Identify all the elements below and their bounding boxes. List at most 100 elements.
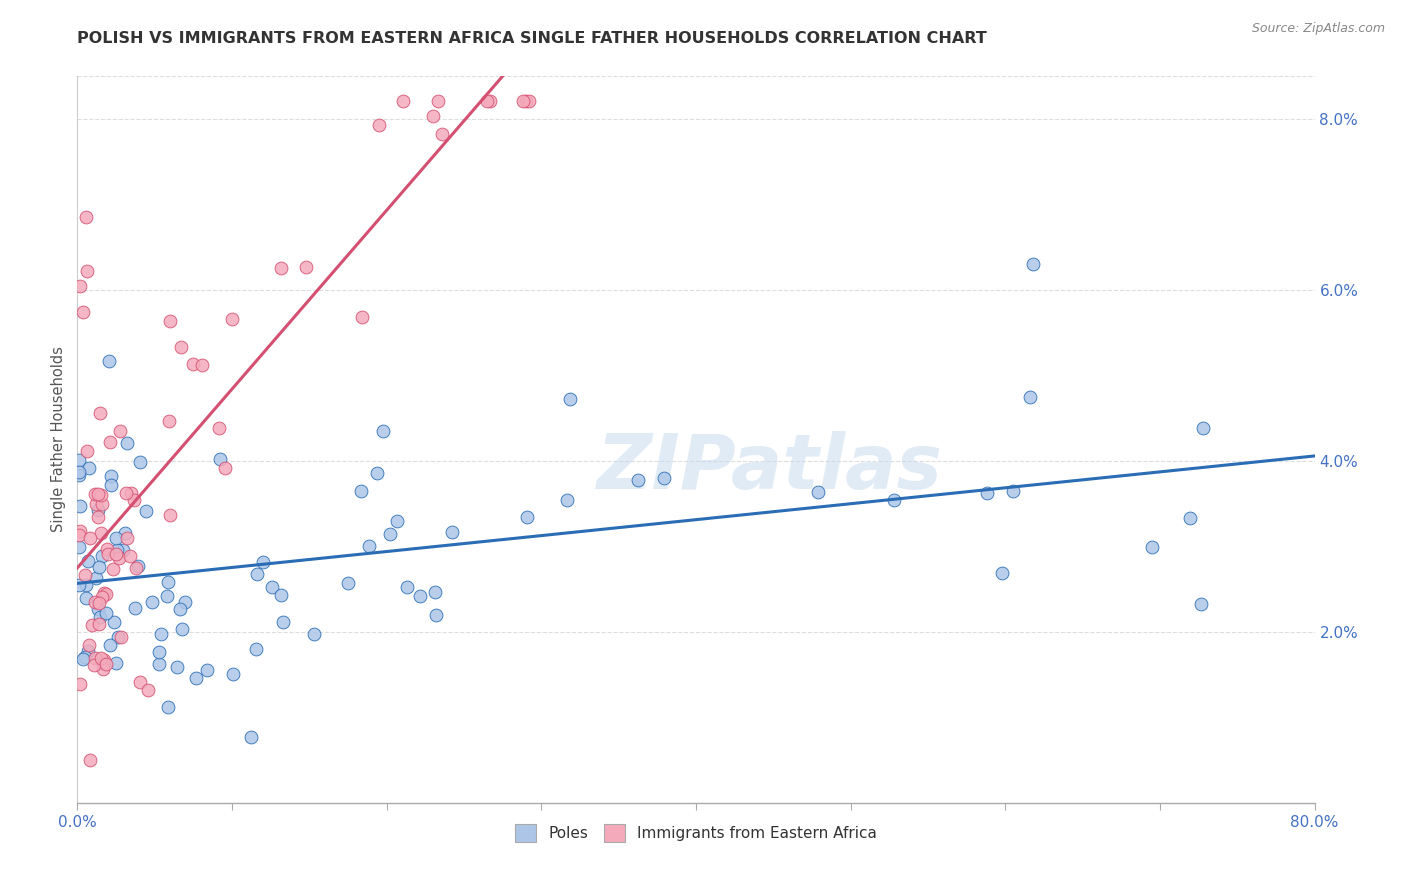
- Point: [114, 525, 136, 540]
- Point: [387, 514, 409, 528]
- Point: [883, 492, 905, 507]
- Point: [976, 486, 998, 500]
- Point: [336, 575, 359, 590]
- Point: [87, 602, 110, 616]
- Point: [98, 434, 121, 449]
- Point: [246, 566, 269, 581]
- Point: [87, 617, 110, 632]
- Point: [172, 623, 194, 637]
- Point: [83, 657, 105, 672]
- Point: [87, 503, 110, 517]
- Point: [97, 547, 120, 561]
- Point: [84, 497, 107, 511]
- Point: [87, 486, 110, 500]
- Point: [129, 674, 152, 689]
- Point: [91, 497, 114, 511]
- Point: [349, 483, 371, 498]
- Point: [426, 95, 449, 109]
- Point: [1022, 257, 1045, 271]
- Point: [90, 651, 112, 665]
- Point: [156, 574, 179, 589]
- Point: [100, 477, 122, 491]
- Point: [166, 660, 188, 674]
- Point: [409, 589, 432, 603]
- Point: [104, 531, 127, 545]
- Point: [366, 467, 388, 481]
- Point: [107, 550, 129, 565]
- Point: [432, 128, 454, 142]
- Point: [105, 547, 128, 561]
- Point: [73, 650, 96, 665]
- Point: [209, 452, 232, 467]
- Text: ZIPatlas: ZIPatlas: [598, 432, 943, 506]
- Point: [373, 424, 395, 438]
- Point: [125, 561, 148, 575]
- Point: [378, 526, 401, 541]
- Point: [148, 645, 170, 659]
- Point: [184, 671, 207, 685]
- Point: [73, 567, 96, 582]
- Point: [302, 627, 325, 641]
- Point: [627, 473, 650, 487]
- Text: Source: ZipAtlas.com: Source: ZipAtlas.com: [1251, 22, 1385, 36]
- Point: [115, 531, 138, 545]
- Point: [295, 260, 318, 274]
- Point: [87, 510, 110, 524]
- Y-axis label: Single Father Households: Single Father Households: [51, 346, 66, 533]
- Point: [156, 700, 179, 714]
- Point: [84, 595, 107, 609]
- Point: [512, 95, 534, 109]
- Point: [1140, 540, 1163, 554]
- Point: [89, 560, 111, 574]
- Point: [98, 354, 121, 368]
- Point: [807, 484, 830, 499]
- Point: [516, 510, 538, 524]
- Point: [368, 118, 391, 132]
- Point: [422, 109, 444, 123]
- Point: [67, 465, 90, 479]
- Point: [159, 508, 181, 523]
- Point: [174, 594, 197, 608]
- Point: [79, 638, 101, 652]
- Point: [271, 615, 294, 629]
- Point: [110, 630, 132, 644]
- Point: [558, 392, 581, 406]
- Point: [115, 486, 138, 500]
- Point: [76, 263, 98, 277]
- Point: [122, 493, 145, 508]
- Point: [90, 525, 112, 540]
- Point: [76, 444, 98, 458]
- Point: [111, 543, 134, 558]
- Point: [1189, 598, 1212, 612]
- Point: [96, 541, 118, 556]
- Point: [136, 683, 159, 698]
- Point: [93, 662, 115, 676]
- Point: [159, 314, 181, 328]
- Point: [156, 590, 179, 604]
- Point: [260, 580, 283, 594]
- Point: [120, 485, 142, 500]
- Point: [108, 424, 131, 438]
- Point: [67, 452, 90, 467]
- Point: [149, 627, 172, 641]
- Point: [118, 549, 141, 564]
- Point: [75, 211, 97, 225]
- Point: [69, 279, 91, 293]
- Point: [96, 607, 118, 621]
- Point: [127, 558, 149, 573]
- Point: [105, 543, 128, 558]
- Point: [84, 650, 107, 665]
- Point: [76, 644, 98, 658]
- Point: [1019, 390, 1042, 404]
- Point: [79, 460, 101, 475]
- Point: [208, 421, 231, 435]
- Point: [240, 730, 263, 744]
- Point: [67, 541, 90, 555]
- Point: [519, 95, 541, 109]
- Point: [245, 641, 267, 656]
- Point: [90, 488, 112, 502]
- Point: [391, 95, 413, 109]
- Point: [170, 340, 193, 354]
- Point: [515, 95, 537, 109]
- Point: [652, 470, 675, 484]
